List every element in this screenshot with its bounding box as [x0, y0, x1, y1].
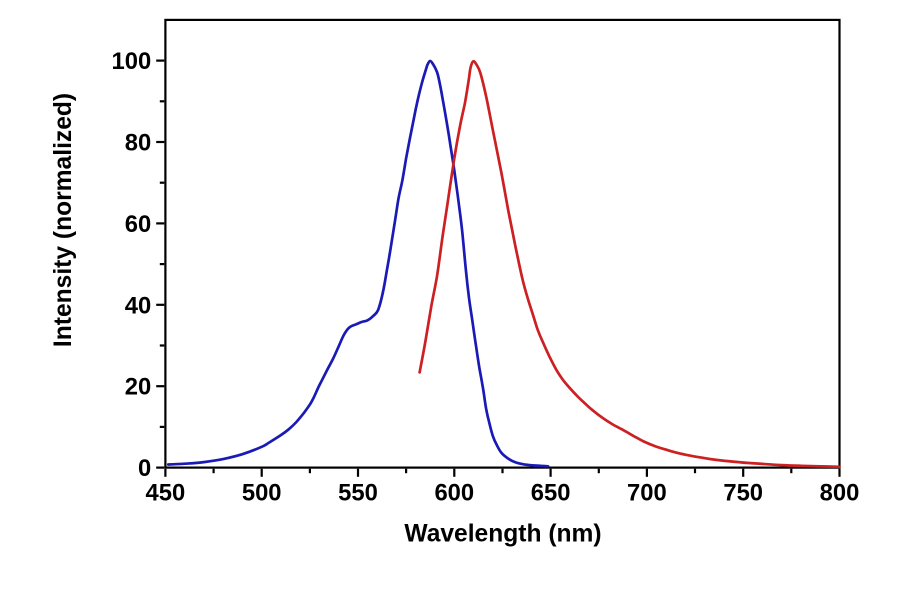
svg-text:80: 80 [125, 130, 151, 157]
svg-text:600: 600 [434, 479, 474, 506]
svg-text:100: 100 [111, 48, 151, 75]
svg-text:800: 800 [820, 479, 860, 506]
svg-text:500: 500 [242, 479, 282, 506]
svg-text:Intensity (normalized): Intensity (normalized) [50, 93, 77, 347]
svg-text:450: 450 [146, 479, 186, 506]
svg-text:0: 0 [138, 455, 151, 482]
svg-text:750: 750 [723, 479, 763, 506]
svg-text:650: 650 [531, 479, 571, 506]
svg-text:550: 550 [338, 479, 378, 506]
svg-text:Wavelength (nm): Wavelength (nm) [404, 520, 601, 547]
svg-text:60: 60 [125, 211, 151, 238]
svg-text:20: 20 [125, 374, 151, 401]
svg-text:700: 700 [627, 479, 667, 506]
svg-text:40: 40 [125, 292, 151, 319]
